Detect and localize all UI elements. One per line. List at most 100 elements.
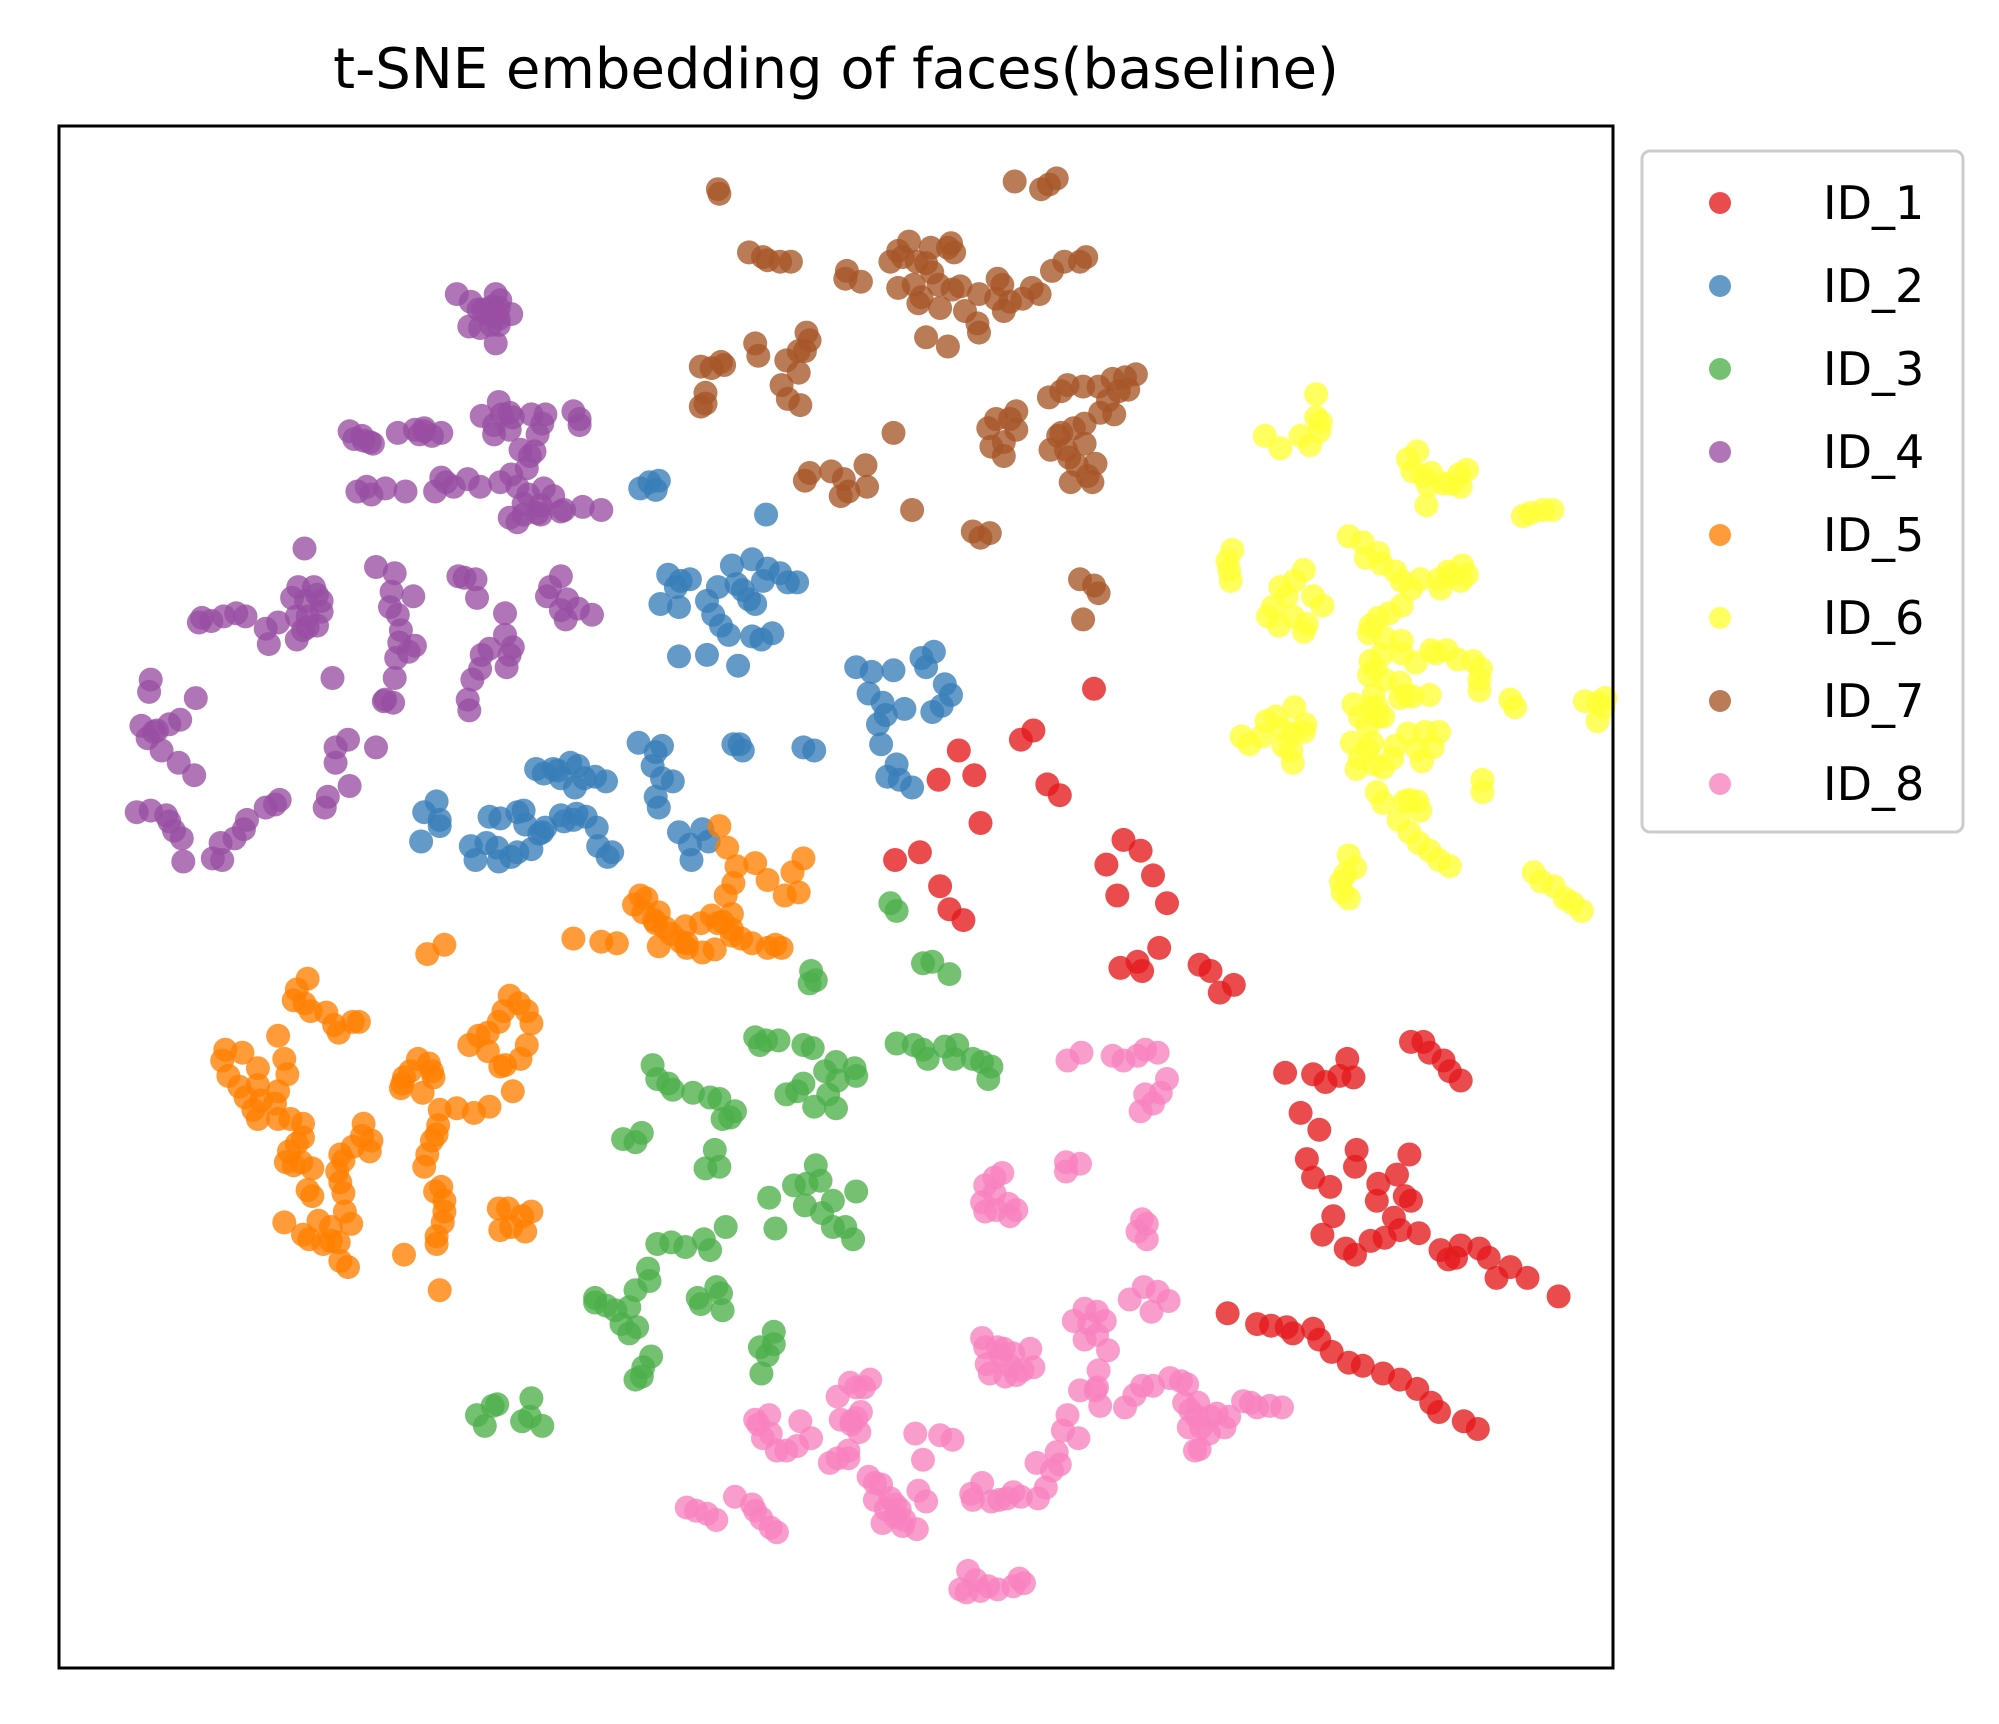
point-id-5-53 <box>346 1009 371 1034</box>
point-id-3-28 <box>844 1063 869 1088</box>
point-id-1-61 <box>1406 1221 1431 1246</box>
point-id-5-4 <box>713 883 738 908</box>
point-id-4-28 <box>489 402 514 427</box>
point-id-5-126 <box>339 1211 364 1236</box>
point-id-2-4 <box>754 502 779 527</box>
point-id-4-141 <box>168 707 193 732</box>
point-id-6-113 <box>1417 683 1442 707</box>
legend-item-id-1: ID_1 <box>1709 176 1924 230</box>
point-id-3-67 <box>698 1238 723 1263</box>
point-id-1-7 <box>946 738 971 763</box>
point-id-2-11 <box>751 568 775 593</box>
point-id-4-94 <box>284 627 309 652</box>
point-id-1-15 <box>1094 852 1119 877</box>
point-id-1-37 <box>1448 1068 1473 1093</box>
series-id-5 <box>210 814 816 1303</box>
point-id-3-81 <box>625 1315 650 1340</box>
point-id-4-115 <box>364 735 388 760</box>
point-id-2-97 <box>463 848 488 872</box>
point-id-1-88 <box>1465 1417 1490 1441</box>
point-id-3-86 <box>688 1292 713 1317</box>
point-id-1-71 <box>1546 1284 1571 1309</box>
point-id-5-69 <box>245 1107 270 1131</box>
point-id-8-54 <box>1018 1336 1043 1361</box>
point-id-2-22 <box>648 592 673 616</box>
legend-marker <box>1709 275 1731 297</box>
point-id-5-43 <box>415 942 440 967</box>
point-id-2-62 <box>900 775 925 800</box>
point-id-1-48 <box>1310 1222 1335 1247</box>
point-id-5-103 <box>500 1079 525 1104</box>
point-id-6-1 <box>1304 382 1329 407</box>
point-id-5-150 <box>488 1218 513 1243</box>
point-id-8-4 <box>1145 1040 1170 1065</box>
point-id-2-85 <box>552 809 576 834</box>
point-id-2-31 <box>695 642 719 667</box>
point-id-2-43 <box>892 696 917 721</box>
point-id-4-95 <box>256 632 281 657</box>
point-id-2-30 <box>667 644 691 669</box>
point-id-3-18 <box>976 1067 1001 1091</box>
legend-marker <box>1709 524 1731 546</box>
point-id-8-105 <box>890 1514 915 1539</box>
point-id-2-32 <box>726 653 751 678</box>
point-id-4-76 <box>292 536 317 561</box>
point-id-1-23 <box>1130 959 1155 983</box>
point-id-7-10 <box>778 249 803 274</box>
point-id-3-32 <box>802 1094 827 1119</box>
point-id-5-40 <box>589 929 614 954</box>
point-id-7-81 <box>1102 402 1127 427</box>
point-id-4-125 <box>460 667 485 692</box>
point-id-2-21 <box>668 568 693 593</box>
point-id-1-56 <box>1397 1142 1422 1167</box>
point-id-3-3 <box>920 949 945 974</box>
point-id-6-79 <box>1218 568 1243 593</box>
point-id-3-24 <box>800 1036 825 1061</box>
point-id-6-19 <box>1414 493 1439 518</box>
point-id-1-42 <box>1294 1147 1319 1172</box>
point-id-5-83 <box>388 1076 413 1101</box>
point-id-4-120 <box>493 601 517 626</box>
point-id-5-1 <box>715 835 740 860</box>
point-id-8-11 <box>1055 1048 1080 1073</box>
series-id-8 <box>674 1037 1294 1605</box>
point-id-5-5 <box>743 851 768 876</box>
point-id-8-67 <box>1024 1450 1049 1475</box>
point-id-5-54 <box>266 1023 291 1048</box>
point-id-7-104 <box>853 453 878 478</box>
point-id-8-141 <box>704 1508 729 1532</box>
point-id-5-128 <box>306 1208 331 1233</box>
point-id-4-65 <box>589 498 614 522</box>
point-id-8-60 <box>1088 1393 1113 1418</box>
point-id-3-63 <box>763 1216 788 1241</box>
point-id-4-93 <box>266 610 291 635</box>
point-id-6-151 <box>1585 709 1610 734</box>
point-id-1-60 <box>1388 1218 1413 1243</box>
point-id-7-55 <box>746 343 771 368</box>
series-id-4 <box>124 282 614 874</box>
point-id-4-113 <box>381 690 406 715</box>
point-id-7-59 <box>712 353 737 377</box>
point-id-3-11 <box>915 1046 940 1071</box>
point-id-4-166 <box>267 787 292 812</box>
point-id-4-163 <box>235 807 259 832</box>
point-id-3-93 <box>639 1344 664 1369</box>
point-id-2-10 <box>785 570 810 595</box>
legend-box <box>1640 149 1965 834</box>
point-id-3-39 <box>660 1077 685 1102</box>
point-id-6-134 <box>1336 843 1361 868</box>
point-id-7-29 <box>948 274 973 299</box>
point-id-3-14 <box>942 1046 967 1071</box>
point-id-1-11 <box>928 874 953 899</box>
point-id-1-4 <box>1047 783 1072 808</box>
point-id-8-74 <box>979 1489 1004 1514</box>
point-id-1-14 <box>1105 883 1130 908</box>
point-id-3-70 <box>645 1232 670 1256</box>
legend-label: ID_8 <box>1823 757 1924 811</box>
point-id-5-9 <box>772 883 797 908</box>
point-id-3-83 <box>710 1298 735 1323</box>
point-id-8-32 <box>1156 1289 1181 1313</box>
point-id-6-146 <box>1498 687 1523 712</box>
point-id-8-162 <box>928 1423 953 1448</box>
point-id-2-23 <box>667 595 691 620</box>
